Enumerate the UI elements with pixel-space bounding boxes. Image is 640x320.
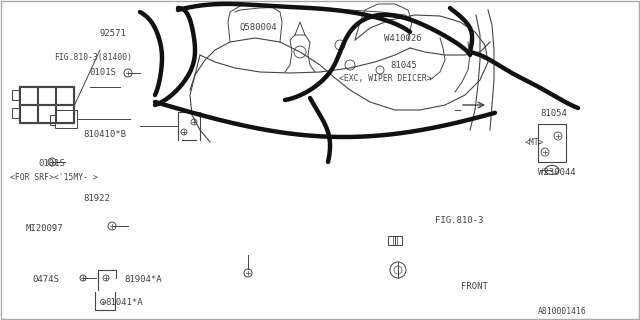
- Bar: [19, 86, 74, 123]
- Text: 0101S: 0101S: [38, 159, 65, 168]
- Text: MI20097: MI20097: [26, 224, 63, 233]
- Bar: [20, 87, 37, 104]
- Text: <EXC, WIPER DEICER>: <EXC, WIPER DEICER>: [339, 74, 432, 83]
- Bar: [20, 105, 37, 122]
- Bar: [55, 110, 77, 128]
- Text: 81045: 81045: [390, 61, 417, 70]
- Bar: [38, 105, 55, 122]
- Text: A810001416: A810001416: [538, 308, 586, 316]
- Text: <MT>: <MT>: [525, 138, 544, 147]
- Bar: [50, 115, 55, 125]
- Text: <FOR SRF><'15MY- >: <FOR SRF><'15MY- >: [10, 173, 97, 182]
- Text: 81904*A: 81904*A: [125, 276, 163, 284]
- Text: FIG.810-3(81400): FIG.810-3(81400): [54, 53, 132, 62]
- Text: Q580004: Q580004: [240, 23, 278, 32]
- Bar: [56, 87, 73, 104]
- Bar: [388, 236, 402, 244]
- Text: 810410*B: 810410*B: [83, 130, 126, 139]
- Text: 92571: 92571: [99, 29, 126, 38]
- Bar: [12, 90, 19, 100]
- Text: W410026: W410026: [384, 34, 422, 43]
- Text: 0474S: 0474S: [32, 276, 59, 284]
- Bar: [38, 87, 55, 104]
- Text: FIG.810-3: FIG.810-3: [435, 216, 484, 225]
- Text: 81922: 81922: [83, 194, 110, 203]
- Text: FRONT: FRONT: [461, 282, 488, 291]
- Bar: [12, 108, 19, 118]
- Text: 81041*A: 81041*A: [106, 298, 143, 307]
- Text: 81054: 81054: [541, 109, 568, 118]
- Text: 0101S: 0101S: [90, 68, 116, 76]
- Bar: [56, 105, 73, 122]
- Bar: [538, 124, 566, 162]
- Text: W230044: W230044: [538, 168, 575, 177]
